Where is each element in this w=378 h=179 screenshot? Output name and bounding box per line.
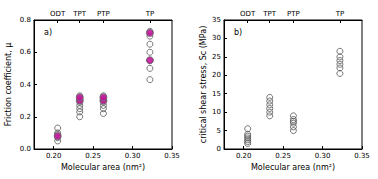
svg-text:0.20: 0.20 bbox=[236, 152, 252, 160]
svg-text:PTP: PTP bbox=[97, 10, 110, 18]
svg-text:TP: TP bbox=[145, 10, 155, 18]
svg-text:20: 20 bbox=[212, 71, 221, 79]
svg-text:Molecular area (nm²): Molecular area (nm²) bbox=[251, 163, 335, 172]
svg-text:TP: TP bbox=[335, 10, 345, 18]
svg-text:Friction coefficient, μ: Friction coefficient, μ bbox=[4, 43, 13, 127]
svg-text:0.0: 0.0 bbox=[20, 145, 31, 153]
svg-text:TPT: TPT bbox=[262, 10, 276, 18]
svg-text:0.6: 0.6 bbox=[20, 48, 32, 56]
svg-text:0.25: 0.25 bbox=[85, 152, 101, 160]
svg-text:35: 35 bbox=[212, 16, 221, 24]
svg-text:critical shear stress, Sc (MPa: critical shear stress, Sc (MPa) bbox=[199, 26, 208, 144]
svg-text:0.25: 0.25 bbox=[275, 152, 291, 160]
svg-text:15: 15 bbox=[212, 90, 221, 98]
svg-text:TPT: TPT bbox=[72, 10, 86, 18]
svg-text:0: 0 bbox=[217, 145, 221, 153]
svg-text:5: 5 bbox=[217, 127, 221, 135]
svg-text:0.20: 0.20 bbox=[46, 152, 62, 160]
svg-text:0.4: 0.4 bbox=[20, 81, 32, 89]
svg-text:30: 30 bbox=[212, 34, 221, 42]
svg-text:0.30: 0.30 bbox=[315, 152, 331, 160]
svg-text:Molecular area (nm²): Molecular area (nm²) bbox=[61, 163, 145, 172]
svg-text:0.35: 0.35 bbox=[354, 152, 370, 160]
svg-text:25: 25 bbox=[212, 53, 221, 61]
svg-text:0.2: 0.2 bbox=[20, 113, 31, 121]
svg-text:b): b) bbox=[234, 28, 242, 37]
svg-text:0.8: 0.8 bbox=[20, 16, 31, 24]
svg-text:PTP: PTP bbox=[287, 10, 300, 18]
svg-text:0.30: 0.30 bbox=[125, 152, 141, 160]
svg-text:ODT: ODT bbox=[50, 10, 66, 18]
svg-text:a): a) bbox=[44, 28, 52, 37]
svg-text:0.35: 0.35 bbox=[164, 152, 180, 160]
svg-text:10: 10 bbox=[212, 108, 221, 116]
svg-text:ODT: ODT bbox=[240, 10, 256, 18]
